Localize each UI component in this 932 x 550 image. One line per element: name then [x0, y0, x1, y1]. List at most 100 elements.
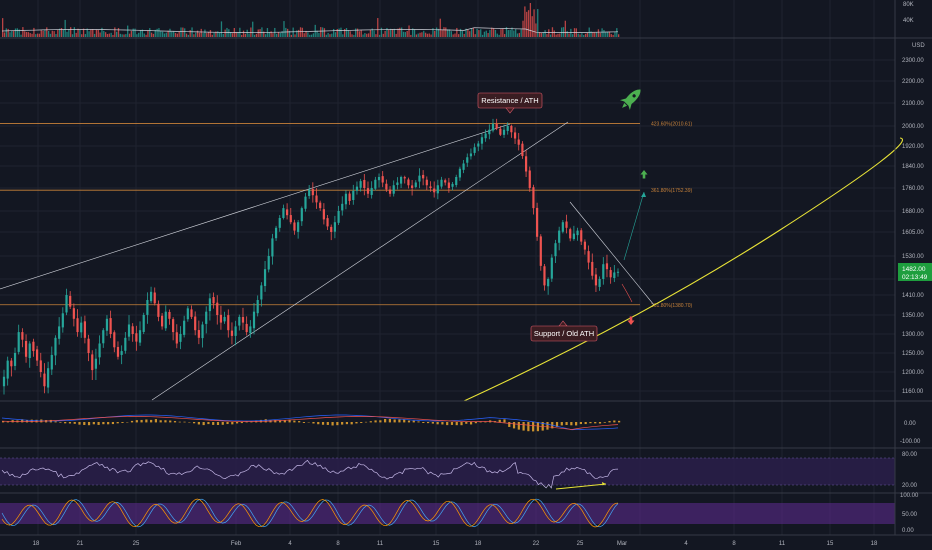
candle[interactable]: [528, 166, 531, 192]
candle[interactable]: [135, 325, 138, 351]
candle[interactable]: [561, 219, 564, 234]
candle[interactable]: [315, 188, 318, 209]
candle[interactable]: [149, 286, 153, 304]
candle[interactable]: [278, 215, 281, 232]
candle[interactable]: [142, 312, 145, 335]
candle[interactable]: [263, 260, 267, 292]
candle[interactable]: [377, 173, 381, 188]
candle[interactable]: [80, 316, 83, 338]
candle[interactable]: [477, 140, 480, 152]
candle[interactable]: [403, 175, 406, 184]
candle[interactable]: [422, 170, 425, 186]
candle[interactable]: [381, 171, 384, 188]
candle[interactable]: [197, 320, 200, 345]
candle[interactable]: [392, 180, 395, 197]
candle[interactable]: [127, 315, 131, 341]
candle[interactable]: [238, 314, 241, 331]
candle[interactable]: [502, 124, 506, 138]
candle[interactable]: [245, 316, 248, 336]
candle[interactable]: [157, 300, 160, 322]
candle[interactable]: [83, 315, 86, 344]
candle[interactable]: [462, 159, 465, 174]
candle[interactable]: [120, 345, 123, 365]
candle[interactable]: [572, 225, 575, 241]
candle[interactable]: [6, 356, 9, 386]
time-axis[interactable]: 18 21 25 Feb 4 8 11 15 18 22 25 Mar 4 8 11 15 18: [33, 541, 878, 547]
candle[interactable]: [2, 369, 6, 395]
candle[interactable]: [554, 239, 557, 264]
candle[interactable]: [506, 122, 509, 135]
candle[interactable]: [330, 224, 333, 241]
candle[interactable]: [366, 181, 370, 198]
candle[interactable]: [160, 313, 164, 330]
candle[interactable]: [304, 193, 307, 212]
candle[interactable]: [105, 315, 109, 336]
candle[interactable]: [352, 184, 355, 205]
candle[interactable]: [455, 174, 458, 188]
candle[interactable]: [168, 309, 171, 325]
candle[interactable]: [550, 254, 553, 282]
candle[interactable]: [267, 248, 270, 273]
candle[interactable]: [602, 257, 605, 285]
candle[interactable]: [344, 190, 348, 210]
candle[interactable]: [436, 179, 439, 200]
candle[interactable]: [76, 309, 79, 337]
candle[interactable]: [558, 226, 561, 251]
price-axis[interactable]: USD 1160.00 1200.00 1250.00 1300.00 1350.00 14…: [898, 2, 932, 534]
candle[interactable]: [43, 363, 46, 394]
candle[interactable]: [399, 175, 403, 188]
candle[interactable]: [429, 181, 432, 192]
candle[interactable]: [319, 200, 322, 211]
candle[interactable]: [609, 267, 612, 284]
candle[interactable]: [249, 320, 252, 338]
candle[interactable]: [484, 129, 487, 142]
candle[interactable]: [72, 303, 75, 327]
candlesticks[interactable]: [2, 118, 620, 395]
candle[interactable]: [212, 292, 215, 309]
candle[interactable]: [594, 268, 598, 292]
candle[interactable]: [113, 330, 116, 353]
candle[interactable]: [576, 227, 579, 241]
candle[interactable]: [440, 176, 443, 189]
candle[interactable]: [524, 150, 528, 178]
candle[interactable]: [227, 309, 230, 338]
candle[interactable]: [411, 180, 414, 196]
candle[interactable]: [473, 143, 476, 156]
candle[interactable]: [451, 181, 454, 191]
candle[interactable]: [69, 291, 72, 309]
candle[interactable]: [510, 124, 513, 138]
candle[interactable]: [201, 321, 204, 348]
candle[interactable]: [175, 324, 178, 349]
candle[interactable]: [580, 228, 583, 245]
candle[interactable]: [153, 287, 156, 306]
candle[interactable]: [543, 263, 546, 291]
candle[interactable]: [385, 179, 388, 192]
candle[interactable]: [444, 178, 447, 186]
candle[interactable]: [341, 196, 344, 216]
candle[interactable]: [271, 233, 274, 265]
candle[interactable]: [183, 315, 186, 338]
candle[interactable]: [28, 341, 31, 368]
candle[interactable]: [252, 302, 256, 335]
candle[interactable]: [65, 288, 68, 316]
candle[interactable]: [216, 295, 219, 325]
candle[interactable]: [172, 317, 175, 341]
candle[interactable]: [102, 328, 105, 348]
candle[interactable]: [297, 220, 300, 239]
candle[interactable]: [480, 133, 484, 150]
candle[interactable]: [13, 347, 17, 371]
candle[interactable]: [598, 276, 601, 291]
candle[interactable]: [234, 320, 237, 346]
candle[interactable]: [370, 181, 373, 199]
candle[interactable]: [17, 324, 20, 355]
candle[interactable]: [24, 334, 28, 363]
candle[interactable]: [583, 239, 587, 255]
candle[interactable]: [547, 277, 550, 295]
candle[interactable]: [447, 177, 450, 193]
candle[interactable]: [131, 323, 134, 342]
candle[interactable]: [396, 177, 399, 190]
candle[interactable]: [425, 176, 428, 191]
candle[interactable]: [35, 345, 39, 367]
candle[interactable]: [521, 141, 524, 159]
